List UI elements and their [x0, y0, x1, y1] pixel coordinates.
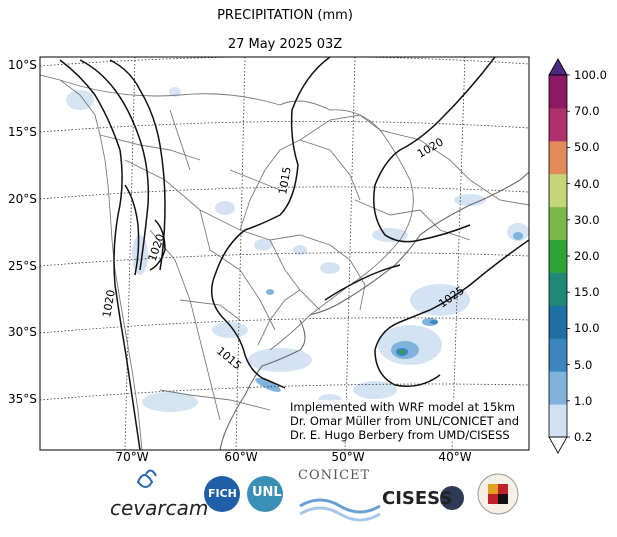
unl-wordmark: UNL [252, 485, 282, 500]
colorbar-label: 10.0 [574, 321, 600, 336]
colorbar-label: 1.0 [574, 393, 593, 408]
colorbar-band [549, 140, 567, 175]
colorbar-band [549, 272, 567, 306]
colorbar-band [549, 107, 567, 142]
cevarcam-wordmark: cevarcam [110, 496, 209, 520]
credit-line: Dr. Omar Müller from UNL/CONICET and [290, 414, 519, 428]
map-subtitle: 27 May 2025 03Z [227, 37, 343, 52]
map-background [40, 57, 529, 450]
cevarcam-logo [136, 469, 157, 488]
coastlines-borders [40, 74, 529, 450]
colorbar-label: 15.0 [574, 285, 600, 300]
colorbar-over-triangle [548, 58, 568, 76]
fich-wordmark: FICH [208, 487, 237, 500]
logo-strip: cevarcam FICH UNL CONICET CISESS [100, 466, 530, 528]
conicet-logo [299, 498, 381, 522]
colorbar-band [549, 305, 567, 339]
credit-line: Implemented with WRF model at 15km [290, 400, 516, 414]
colorbar-band [549, 206, 567, 241]
lon-label: 50°W [331, 450, 365, 464]
colorbar-band [549, 239, 567, 273]
lon-label: 40°W [438, 450, 472, 464]
colorbar-band [549, 404, 567, 438]
colorbar-label: 70.0 [574, 104, 600, 119]
precipitation-peak [399, 350, 405, 354]
model-credit: Implemented with WRF model at 15km Dr. O… [288, 400, 521, 442]
colorbar-label: 20.0 [574, 249, 600, 263]
lat-label: 15°S [8, 125, 37, 139]
map-frame [39, 56, 530, 451]
colorbar-label: 30.0 [574, 212, 600, 227]
colorbar-band [549, 173, 567, 208]
isobar-label: 1015 [276, 166, 294, 196]
colorbar-label: 0.2 [574, 430, 593, 444]
lat-label: 30°S [8, 325, 37, 339]
conicet-wordmark: CONICET [298, 468, 371, 483]
lon-label: 70°W [115, 450, 149, 464]
colorbar-label: 5.0 [574, 357, 593, 372]
colorbar [548, 58, 570, 454]
colorbar-label: 100.0 [574, 68, 607, 82]
lat-label: 35°S [8, 392, 37, 406]
colorbar-band [549, 338, 567, 372]
map-title: PRECIPITATION (mm) [217, 8, 353, 23]
lat-label: 10°S [8, 58, 37, 72]
coastline [219, 171, 529, 450]
colorbar-under-triangle [548, 436, 568, 454]
credit-line: Dr. E. Hugo Berbery from UMD/CISESS [290, 428, 510, 442]
lon-label: 60°W [224, 450, 258, 464]
colorbar-band [549, 371, 567, 405]
isobars [59, 57, 529, 450]
colorbar-band [549, 75, 567, 109]
unl-logo [247, 476, 283, 512]
lat-label: 25°S [8, 259, 37, 273]
fich-logo [204, 476, 240, 512]
lat-label: 20°S [8, 192, 37, 206]
umd-seal-logo [477, 473, 519, 515]
colorbar-label: 50.0 [574, 140, 600, 155]
colorbar-label: 40.0 [574, 176, 600, 191]
isobar-label: 1020 [100, 289, 118, 319]
globe-icon [440, 486, 464, 510]
graticule [40, 57, 529, 450]
cisess-wordmark: CISESS [382, 488, 453, 509]
